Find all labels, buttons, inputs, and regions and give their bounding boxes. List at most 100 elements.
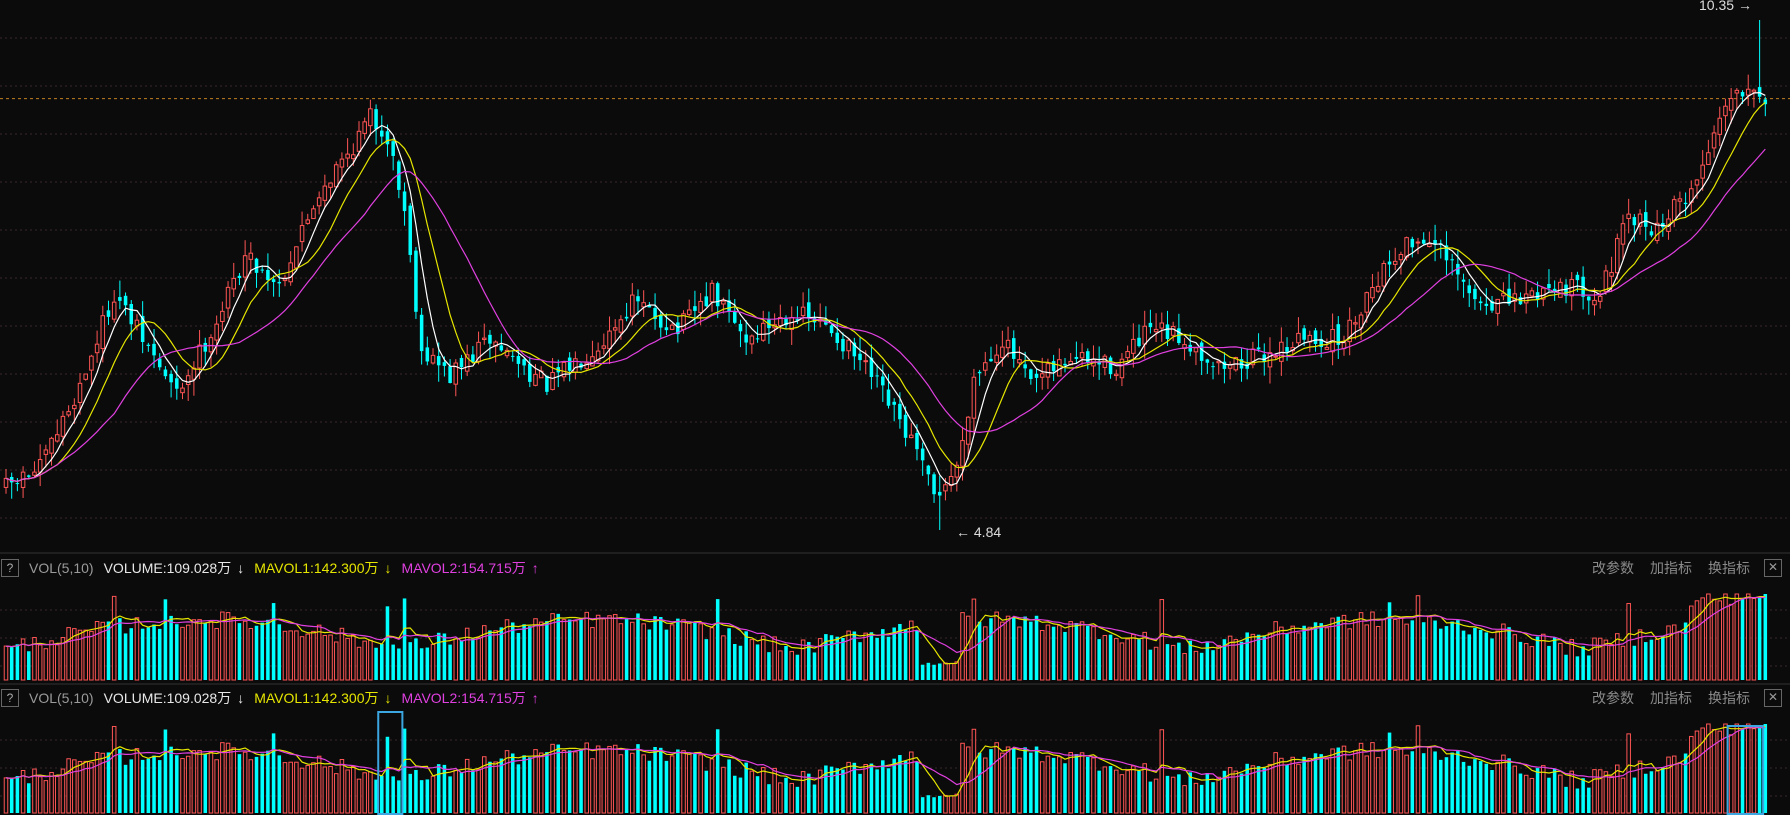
volume-bar	[448, 776, 452, 813]
volume-bar	[368, 639, 373, 681]
candle-body	[937, 491, 942, 496]
volume-bar	[636, 613, 640, 680]
volume-bar	[414, 638, 418, 680]
volume-bar	[641, 754, 646, 814]
candle-body	[994, 354, 999, 363]
volume-bar	[351, 765, 356, 814]
candle-body	[464, 354, 470, 372]
volume-bar	[1256, 634, 1261, 680]
volume-bar	[419, 648, 424, 680]
candle-body	[1273, 355, 1278, 358]
volume-bar	[277, 624, 282, 680]
volume-bar	[1694, 600, 1700, 681]
volume-bar	[812, 784, 817, 813]
candle-body	[72, 404, 77, 410]
moving-average-lines	[5, 91, 1766, 486]
volume-bar	[686, 753, 692, 814]
volume-bar	[214, 628, 219, 681]
add-indicator-button[interactable]: 加指标	[1650, 690, 1692, 706]
candle-body	[1279, 341, 1284, 362]
help-icon[interactable]: ?	[1, 559, 19, 577]
modify-params-button[interactable]: 改参数	[1592, 690, 1634, 706]
volume-bar	[1706, 723, 1711, 814]
volume-bar	[1763, 594, 1768, 680]
candle-body	[1637, 213, 1643, 227]
candle-body	[380, 130, 384, 137]
volume-bar	[579, 748, 583, 813]
volume-bar	[841, 637, 845, 680]
volume-bar	[1000, 621, 1005, 681]
modify-params-button[interactable]: 改参数	[1592, 560, 1634, 576]
volume-bar	[1188, 772, 1193, 813]
close-icon[interactable]: ✕	[1764, 689, 1782, 707]
volume-bar	[886, 636, 891, 680]
volume-bar	[111, 595, 117, 681]
volume-bar	[1086, 756, 1090, 813]
volume-bar	[749, 639, 755, 681]
candle-body	[299, 225, 305, 243]
volume-bar	[1279, 757, 1284, 814]
volume-bar	[493, 761, 498, 814]
volume-bar	[140, 759, 145, 813]
candle-body	[1404, 237, 1409, 258]
volume-bar	[185, 755, 191, 814]
candle-body	[442, 362, 447, 366]
volume-bar	[824, 634, 828, 680]
volume-bar	[1279, 626, 1284, 681]
volume-bar	[755, 776, 760, 813]
close-icon[interactable]: ✕	[1764, 559, 1782, 577]
add-indicator-button[interactable]: 加指标	[1650, 560, 1692, 576]
volume-bar	[800, 771, 806, 814]
help-icon[interactable]: ?	[1, 689, 19, 707]
volume-bar	[100, 752, 106, 814]
volume-bar	[698, 754, 703, 814]
volume-bar	[402, 598, 407, 680]
volume-bar	[704, 770, 709, 813]
ma5-line	[5, 91, 1766, 486]
volume-bar	[784, 777, 788, 813]
volume-bar	[898, 623, 902, 680]
volume-bar	[1165, 775, 1170, 813]
volume-bar	[1307, 757, 1313, 814]
volume-bar	[1131, 765, 1136, 814]
volume-bar	[727, 759, 731, 813]
candle-body	[471, 354, 475, 362]
candle-body	[903, 414, 908, 438]
volume-bar	[1564, 654, 1568, 680]
candle-body	[66, 411, 71, 416]
candle-body	[152, 343, 156, 356]
volume-bar	[624, 618, 629, 680]
volume-bar	[926, 795, 931, 813]
volume-bar	[1347, 628, 1352, 681]
switch-indicator-button[interactable]: 换指标	[1708, 690, 1750, 706]
volume-bar	[1603, 771, 1609, 814]
candle-body	[1353, 322, 1358, 325]
switch-indicator-button[interactable]: 换指标	[1708, 560, 1750, 576]
candle-body	[1097, 361, 1101, 365]
candle-body	[277, 281, 282, 284]
volume-bar	[738, 645, 743, 680]
volume-bar	[948, 663, 954, 681]
volume-bar	[32, 637, 37, 681]
candle-body	[579, 363, 583, 368]
volume-bar	[391, 644, 395, 680]
volume-bar	[100, 621, 106, 681]
volume-bar	[1615, 764, 1620, 814]
volume-bar	[977, 752, 982, 813]
candle-body	[835, 332, 840, 343]
volume-bar	[920, 797, 925, 813]
volume-bar	[1330, 748, 1335, 814]
volume-bar	[1461, 630, 1466, 680]
volume-bar	[1273, 752, 1278, 814]
volume-bar	[1262, 636, 1267, 680]
candle-body	[733, 311, 737, 323]
volume-bar	[1245, 763, 1249, 813]
candle-body	[1392, 260, 1398, 265]
volume-bar	[994, 742, 999, 814]
candle-body	[1336, 324, 1341, 345]
volume-bar	[1273, 621, 1278, 681]
volume-panel-2-header: ? VOL(5,10) VOLUME:109.028万 ↓ MAVOL1:142…	[0, 686, 1790, 710]
volume-bar	[1507, 758, 1511, 813]
volume-bar	[1319, 754, 1323, 813]
